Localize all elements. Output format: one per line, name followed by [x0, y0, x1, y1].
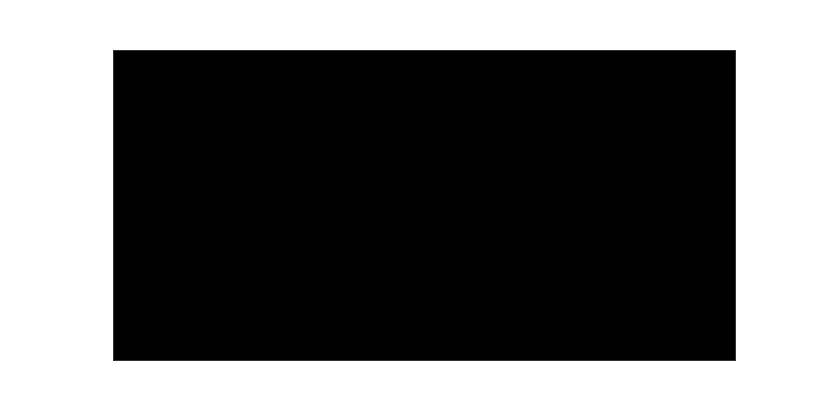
- wordcloud-canvas: [113, 50, 736, 361]
